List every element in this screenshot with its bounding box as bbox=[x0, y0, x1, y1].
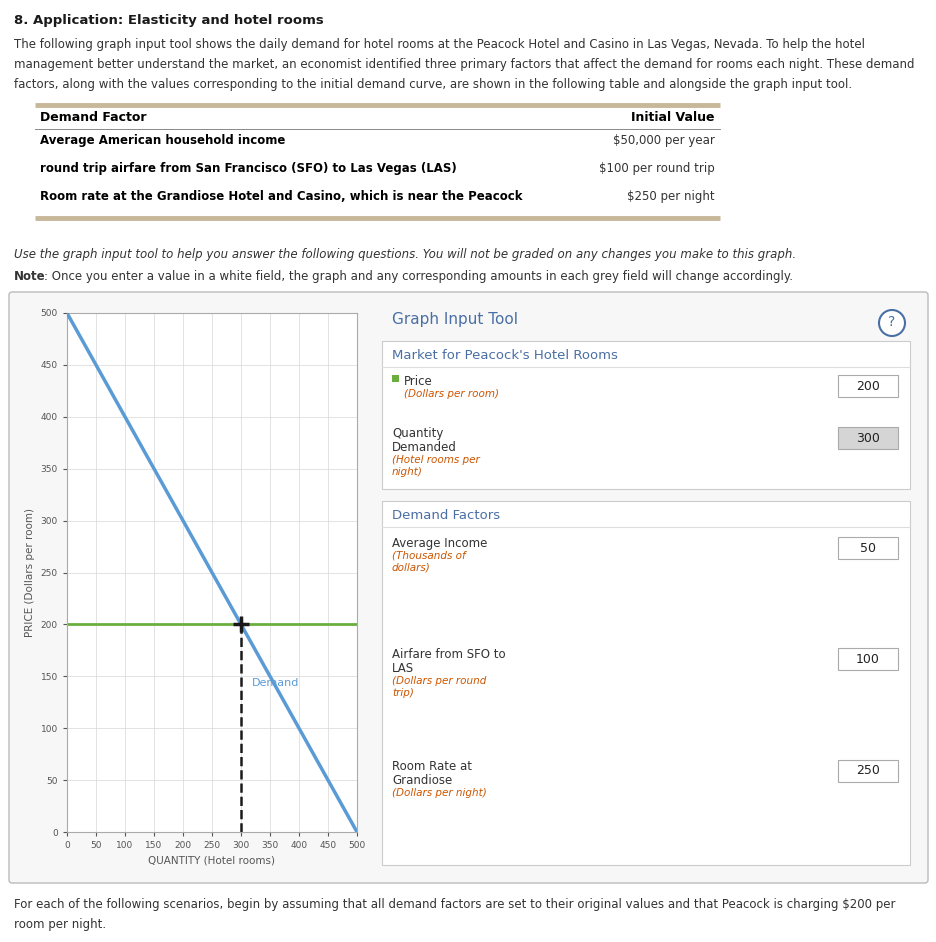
Text: room per night.: room per night. bbox=[14, 918, 106, 931]
Text: Airfare from SFO to: Airfare from SFO to bbox=[391, 648, 505, 661]
Y-axis label: PRICE (Dollars per room): PRICE (Dollars per room) bbox=[25, 508, 36, 637]
Text: (Hotel rooms per: (Hotel rooms per bbox=[391, 455, 479, 465]
FancyBboxPatch shape bbox=[837, 375, 897, 397]
Text: $100 per round trip: $100 per round trip bbox=[599, 162, 714, 175]
Text: Average American household income: Average American household income bbox=[40, 134, 285, 147]
Text: Initial Value: Initial Value bbox=[631, 111, 714, 124]
Text: Demand Factors: Demand Factors bbox=[391, 509, 500, 522]
Text: Room rate at the Grandiose Hotel and Casino, which is near the Peacock: Room rate at the Grandiose Hotel and Cas… bbox=[40, 190, 522, 203]
FancyBboxPatch shape bbox=[837, 648, 897, 671]
Text: Graph Input Tool: Graph Input Tool bbox=[391, 312, 518, 327]
Text: (Dollars per room): (Dollars per room) bbox=[403, 389, 499, 399]
Text: Average Income: Average Income bbox=[391, 537, 487, 550]
Text: factors, along with the values corresponding to the initial demand curve, are sh: factors, along with the values correspon… bbox=[14, 78, 851, 91]
Text: $250 per night: $250 per night bbox=[627, 190, 714, 203]
Text: (Dollars per round: (Dollars per round bbox=[391, 676, 486, 687]
X-axis label: QUANTITY (Hotel rooms): QUANTITY (Hotel rooms) bbox=[148, 855, 275, 866]
FancyBboxPatch shape bbox=[837, 537, 897, 559]
Text: Demand: Demand bbox=[251, 678, 299, 689]
Text: trip): trip) bbox=[391, 689, 414, 698]
Text: (Thousands of: (Thousands of bbox=[391, 551, 465, 561]
FancyBboxPatch shape bbox=[391, 375, 399, 382]
Text: 50: 50 bbox=[859, 542, 875, 555]
Text: Use the graph input tool to help you answer the following questions. You will no: Use the graph input tool to help you ans… bbox=[14, 248, 796, 261]
FancyBboxPatch shape bbox=[382, 341, 909, 489]
Circle shape bbox=[878, 310, 904, 336]
FancyBboxPatch shape bbox=[9, 292, 927, 883]
Text: 200: 200 bbox=[856, 380, 879, 393]
Text: (Dollars per night): (Dollars per night) bbox=[391, 788, 486, 798]
Text: 300: 300 bbox=[856, 431, 879, 445]
Text: Demand Factor: Demand Factor bbox=[40, 111, 146, 124]
Text: night): night) bbox=[391, 467, 422, 477]
Text: : Once you enter a value in a white field, the graph and any corresponding amoun: : Once you enter a value in a white fiel… bbox=[44, 270, 792, 283]
Text: 8. Application: Elasticity and hotel rooms: 8. Application: Elasticity and hotel roo… bbox=[14, 14, 324, 27]
Text: $50,000 per year: $50,000 per year bbox=[612, 134, 714, 147]
Text: 250: 250 bbox=[856, 764, 879, 777]
Text: round trip airfare from San Francisco (SFO) to Las Vegas (LAS): round trip airfare from San Francisco (S… bbox=[40, 162, 456, 175]
Text: Market for Peacock's Hotel Rooms: Market for Peacock's Hotel Rooms bbox=[391, 349, 617, 362]
Text: Demanded: Demanded bbox=[391, 441, 457, 454]
Text: Price: Price bbox=[403, 375, 432, 388]
Text: LAS: LAS bbox=[391, 662, 414, 675]
Text: Quantity: Quantity bbox=[391, 427, 443, 440]
Text: Room Rate at: Room Rate at bbox=[391, 759, 472, 772]
Text: dollars): dollars) bbox=[391, 563, 431, 573]
Text: 100: 100 bbox=[856, 653, 879, 666]
Text: For each of the following scenarios, begin by assuming that all demand factors a: For each of the following scenarios, beg… bbox=[14, 898, 895, 911]
FancyBboxPatch shape bbox=[837, 759, 897, 782]
Text: Note: Note bbox=[14, 270, 46, 283]
Text: The following graph input tool shows the daily demand for hotel rooms at the Pea: The following graph input tool shows the… bbox=[14, 38, 864, 51]
FancyBboxPatch shape bbox=[837, 427, 897, 449]
Text: ?: ? bbox=[887, 316, 895, 330]
FancyBboxPatch shape bbox=[382, 501, 909, 865]
Text: management better understand the market, an economist identified three primary f: management better understand the market,… bbox=[14, 58, 914, 71]
Text: Grandiose: Grandiose bbox=[391, 773, 452, 787]
